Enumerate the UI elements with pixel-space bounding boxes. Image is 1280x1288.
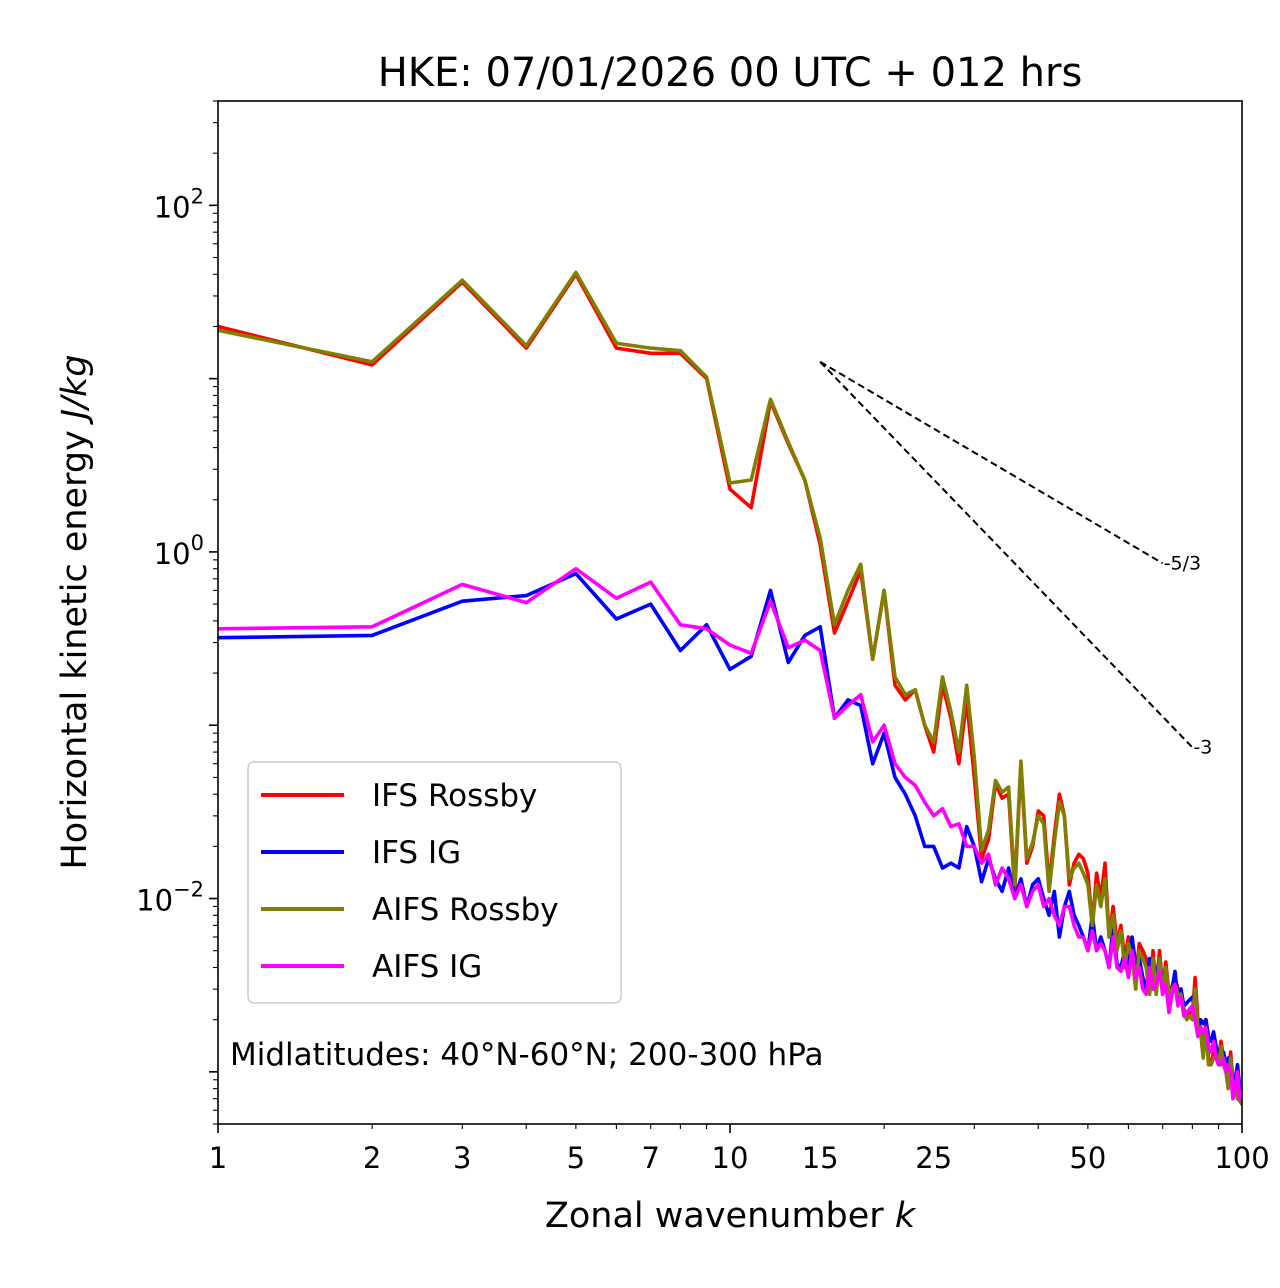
y-axis: 10−2 100 102 [136, 100, 218, 1125]
chart-title: HKE: 07/01/2026 00 UTC + 012 hrs [378, 50, 1083, 96]
x-tick-label: 10 [712, 1141, 749, 1175]
x-tick-label: 100 [1214, 1141, 1269, 1175]
series-line-aifs-ig [218, 566, 1242, 1101]
reference-labels: -5/3 -3 [1164, 552, 1213, 758]
series-line-aifs-rossby [218, 270, 1242, 1107]
x-axis-label: Zonal wavenumber k [545, 1196, 917, 1236]
reference-line-3 [819, 361, 1194, 749]
x-tick-label: 15 [802, 1141, 839, 1175]
x-tick-label: 2 [363, 1141, 381, 1175]
legend-label-aifs-rossby: AIFS Rossby [372, 892, 559, 928]
legend: IFS Rossby IFS IG AIFS Rossby AIFS IG [247, 761, 622, 1004]
y-tick-label: 102 [154, 184, 204, 224]
y-tick-label: 10−2 [136, 878, 204, 918]
y-axis-label: Horizontal kinetic energy J/kg [55, 354, 95, 869]
reference-line-5-3 [819, 360, 1164, 565]
x-tick-label: 50 [1069, 1141, 1106, 1175]
y-axis-label-text: Horizontal kinetic energy [55, 430, 95, 869]
reference-lines [819, 360, 1194, 749]
x-tick-label: 25 [915, 1141, 952, 1175]
x-axis: 1 2 3 5 7 10 15 25 50 100 [209, 1124, 1270, 1175]
x-tick-label: 3 [453, 1141, 471, 1175]
x-tick-label: 1 [209, 1141, 227, 1175]
series-lines [218, 270, 1242, 1107]
y-tick-label: 100 [154, 531, 204, 571]
x-axis-label-text: Zonal wavenumber [545, 1196, 884, 1236]
reference-line-label: -3 [1193, 736, 1212, 758]
legend-label-ifs-ig: IFS IG [372, 835, 461, 871]
x-tick-label: 7 [641, 1141, 659, 1175]
x-axis-label-var: k [895, 1196, 917, 1236]
legend-label-aifs-ig: AIFS IG [372, 949, 482, 985]
legend-label-ifs-rossby: IFS Rossby [372, 778, 537, 814]
region-annotation: Midlatitudes: 40°N-60°N; 200-300 hPa [230, 1037, 824, 1073]
y-axis-label-units: J/kg [55, 354, 95, 425]
reference-line-label: -5/3 [1164, 552, 1201, 574]
legend-box [247, 761, 622, 1004]
x-tick-label: 5 [567, 1141, 585, 1175]
